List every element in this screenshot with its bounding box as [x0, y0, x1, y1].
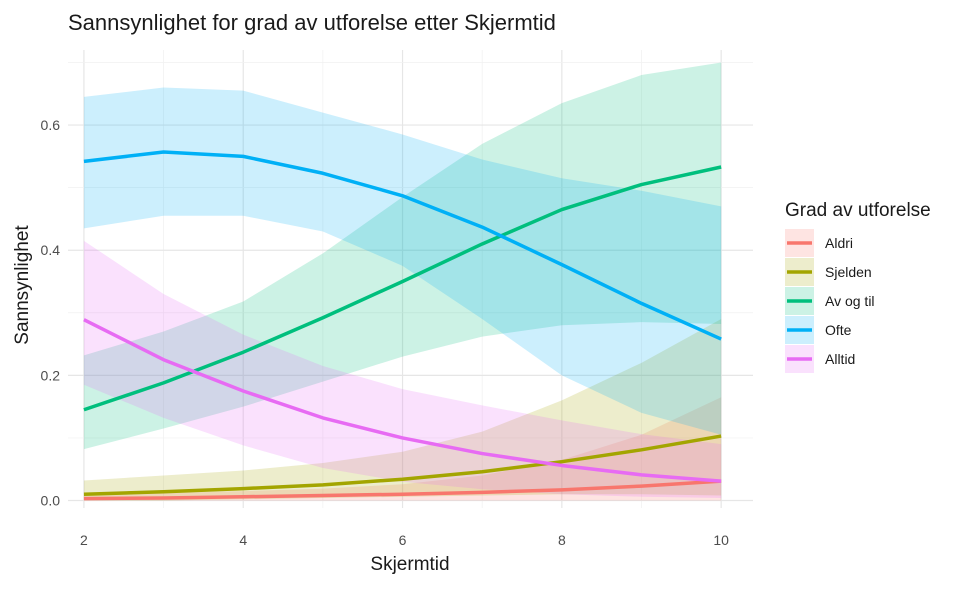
legend-item-aldri: Aldri: [785, 229, 853, 257]
x-tick-label: 2: [80, 532, 88, 548]
line-aldri: [83, 479, 722, 501]
x-axis-title: Skjermtid: [370, 554, 449, 575]
legend-label: Alltid: [825, 351, 855, 367]
line-alltid: [83, 318, 722, 483]
line-av-og-til: [83, 165, 722, 412]
line-ofte: [83, 150, 722, 341]
y-tick-label: 0.4: [41, 242, 61, 258]
x-tick-label: 8: [558, 532, 566, 548]
ribbon-alltid: [83, 240, 722, 498]
y-tick-label: 0.6: [41, 117, 61, 133]
ribbon-aldri: [83, 397, 722, 501]
line-layer: [83, 150, 722, 501]
ribbon-ofte: [83, 87, 722, 435]
y-axis-title: Sannsynlighet: [12, 225, 33, 345]
tick-layer: 2 4 6 8 10 0.0 0.2 0.4 0.6: [41, 117, 730, 548]
legend-label: Aldri: [825, 235, 853, 251]
legend-label: Sjelden: [825, 264, 872, 280]
legend-item-av-og-til: Av og til: [785, 287, 875, 315]
legend-item-ofte: Ofte: [785, 316, 852, 344]
x-tick-label: 10: [713, 532, 729, 548]
chart-title: Sannsynlighet for grad av utforelse ette…: [68, 10, 556, 35]
y-tick-label: 0.2: [41, 367, 61, 383]
legend-title: Grad av utforelse: [785, 200, 931, 221]
legend-item-alltid: Alltid: [785, 345, 855, 373]
x-tick-label: 6: [399, 532, 407, 548]
y-tick-label: 0.0: [41, 492, 61, 508]
legend: Grad av utforelse Aldri Sjelden Av og til O…: [785, 200, 931, 373]
ribbon-sjelden: [83, 319, 722, 501]
legend-label: Ofte: [825, 322, 852, 338]
line-sjelden: [83, 434, 722, 496]
legend-item-sjelden: Sjelden: [785, 258, 872, 286]
legend-label: Av og til: [825, 293, 875, 309]
x-tick-label: 4: [239, 532, 247, 548]
legend-items: Aldri Sjelden Av og til Ofte Alltid: [785, 229, 875, 373]
